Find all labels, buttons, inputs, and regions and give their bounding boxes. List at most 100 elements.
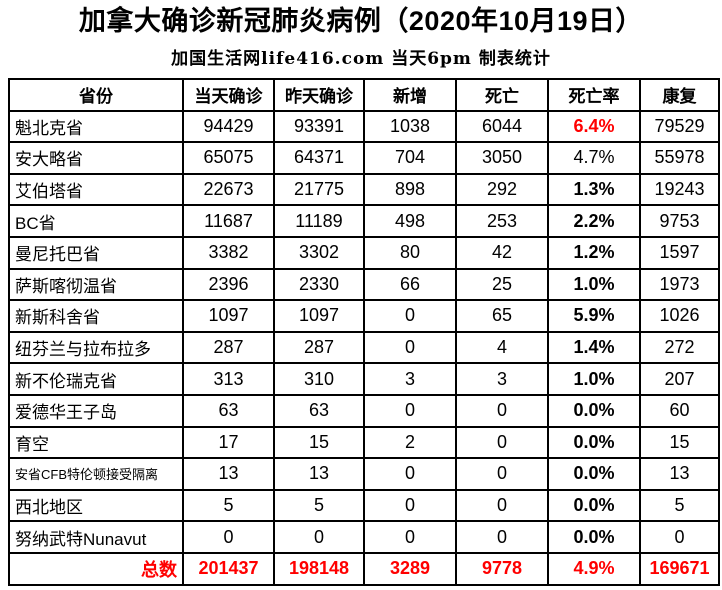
new-cases-cell: 498 — [363, 204, 457, 238]
recovered-cell: 19243 — [639, 172, 720, 207]
new-cases-cell: 898 — [363, 172, 457, 207]
yesterday-confirmed-cell: 21775 — [273, 172, 365, 207]
deaths-cell: 0 — [455, 488, 549, 523]
col-header-new-cases: 新增 — [363, 78, 457, 112]
col-header-recovered: 康复 — [639, 78, 720, 112]
table-row: 纽芬兰与拉布拉多 287 287 0 4 1.4% 272 — [8, 330, 720, 365]
totals-yesterday-cell: 198148 — [273, 551, 365, 586]
today-confirmed-cell: 11687 — [182, 204, 275, 238]
table-row: BC省 11687 11189 498 253 2.2% 9753 — [8, 204, 720, 238]
yesterday-confirmed-cell: 93391 — [273, 109, 365, 144]
today-confirmed-cell: 287 — [182, 330, 275, 365]
province-cell: 努纳武特Nunavut — [8, 520, 184, 554]
recovered-cell: 79529 — [639, 109, 720, 144]
death-rate-cell: 1.0% — [547, 267, 641, 302]
province-cell: 育空 — [8, 425, 184, 460]
yesterday-confirmed-cell: 13 — [273, 457, 365, 491]
recovered-cell: 9753 — [639, 204, 720, 238]
yesterday-confirmed-cell: 5 — [273, 488, 365, 523]
yesterday-confirmed-cell: 1097 — [273, 299, 365, 333]
today-confirmed-cell: 94429 — [182, 109, 275, 144]
totals-deaths-cell: 9778 — [455, 551, 549, 586]
province-cell: 新不伦瑞克省 — [8, 362, 184, 396]
recovered-cell: 0 — [639, 520, 720, 554]
deaths-cell: 0 — [455, 520, 549, 554]
deaths-cell: 6044 — [455, 109, 549, 144]
new-cases-cell: 0 — [363, 488, 457, 523]
deaths-cell: 3 — [455, 362, 549, 396]
deaths-cell: 65 — [455, 299, 549, 333]
death-rate-cell: 1.4% — [547, 330, 641, 365]
col-header-deaths: 死亡 — [455, 78, 549, 112]
yesterday-confirmed-cell: 287 — [273, 330, 365, 365]
table-row: 努纳武特Nunavut 0 0 0 0 0.0% 0 — [8, 520, 720, 554]
col-header-yesterday-confirmed: 昨天确诊 — [273, 78, 365, 112]
province-cell: BC省 — [8, 204, 184, 238]
new-cases-cell: 0 — [363, 299, 457, 333]
today-confirmed-cell: 3382 — [182, 235, 275, 270]
deaths-cell: 3050 — [455, 141, 549, 175]
table-row: 安大略省 65075 64371 704 3050 4.7% 55978 — [8, 141, 720, 175]
deaths-cell: 4 — [455, 330, 549, 365]
death-rate-cell: 2.2% — [547, 204, 641, 238]
new-cases-cell: 80 — [363, 235, 457, 270]
table-row: 爱德华王子岛 63 63 0 0 0.0% 60 — [8, 393, 720, 428]
today-confirmed-cell: 65075 — [182, 141, 275, 175]
new-cases-cell: 0 — [363, 330, 457, 365]
new-cases-cell: 3 — [363, 362, 457, 396]
col-header-today-confirmed: 当天确诊 — [182, 78, 275, 112]
recovered-cell: 55978 — [639, 141, 720, 175]
province-cell: 魁北克省 — [8, 109, 184, 144]
yesterday-confirmed-cell: 64371 — [273, 141, 365, 175]
new-cases-cell: 704 — [363, 141, 457, 175]
totals-row: 总数 201437 198148 3289 9778 4.9% 169671 — [8, 551, 720, 586]
col-header-death-rate: 死亡率 — [547, 78, 641, 112]
recovered-cell: 13 — [639, 457, 720, 491]
table-row: 新斯科舍省 1097 1097 0 65 5.9% 1026 — [8, 299, 720, 333]
new-cases-cell: 1038 — [363, 109, 457, 144]
province-cell: 西北地区 — [8, 488, 184, 523]
yesterday-confirmed-cell: 2330 — [273, 267, 365, 302]
death-rate-cell: 1.2% — [547, 235, 641, 270]
totals-recovered-cell: 169671 — [639, 551, 720, 586]
table-row: 新不伦瑞克省 313 310 3 3 1.0% 207 — [8, 362, 720, 396]
province-cell: 安省CFB特伦顿接受隔离 — [8, 457, 184, 491]
new-cases-cell: 0 — [363, 520, 457, 554]
today-confirmed-cell: 0 — [182, 520, 275, 554]
new-cases-cell: 0 — [363, 393, 457, 428]
table-row: 萨斯喀彻温省 2396 2330 66 25 1.0% 1973 — [8, 267, 720, 302]
deaths-cell: 292 — [455, 172, 549, 207]
death-rate-cell: 0.0% — [547, 457, 641, 491]
table-row: 安省CFB特伦顿接受隔离 13 13 0 0 0.0% 13 — [8, 457, 720, 491]
death-rate-cell: 0.0% — [547, 393, 641, 428]
totals-death-rate-cell: 4.9% — [547, 551, 641, 586]
totals-label: 总数 — [8, 551, 184, 586]
new-cases-cell: 0 — [363, 457, 457, 491]
covid-cases-table: 省份 当天确诊 昨天确诊 新增 死亡 死亡率 康复 魁北克省 94429 933… — [8, 78, 720, 586]
page: 加拿大确诊新冠肺炎病例（2020年10月19日） 加国生活网life416.co… — [0, 5, 722, 586]
today-confirmed-cell: 13 — [182, 457, 275, 491]
yesterday-confirmed-cell: 63 — [273, 393, 365, 428]
table-row: 艾伯塔省 22673 21775 898 292 1.3% 19243 — [8, 172, 720, 207]
yesterday-confirmed-cell: 3302 — [273, 235, 365, 270]
recovered-cell: 60 — [639, 393, 720, 428]
today-confirmed-cell: 5 — [182, 488, 275, 523]
deaths-cell: 253 — [455, 204, 549, 238]
today-confirmed-cell: 1097 — [182, 299, 275, 333]
yesterday-confirmed-cell: 310 — [273, 362, 365, 396]
header-row: 省份 当天确诊 昨天确诊 新增 死亡 死亡率 康复 — [8, 78, 720, 112]
yesterday-confirmed-cell: 0 — [273, 520, 365, 554]
today-confirmed-cell: 63 — [182, 393, 275, 428]
deaths-cell: 0 — [455, 393, 549, 428]
deaths-cell: 0 — [455, 457, 549, 491]
new-cases-cell: 66 — [363, 267, 457, 302]
yesterday-confirmed-cell: 15 — [273, 425, 365, 460]
today-confirmed-cell: 22673 — [182, 172, 275, 207]
totals-new-cell: 3289 — [363, 551, 457, 586]
death-rate-cell: 0.0% — [547, 488, 641, 523]
province-cell: 曼尼托巴省 — [8, 235, 184, 270]
today-confirmed-cell: 313 — [182, 362, 275, 396]
page-subtitle: 加国生活网life416.com 当天6pm 制表统计 — [171, 49, 551, 69]
new-cases-cell: 2 — [363, 425, 457, 460]
death-rate-cell: 0.0% — [547, 425, 641, 460]
